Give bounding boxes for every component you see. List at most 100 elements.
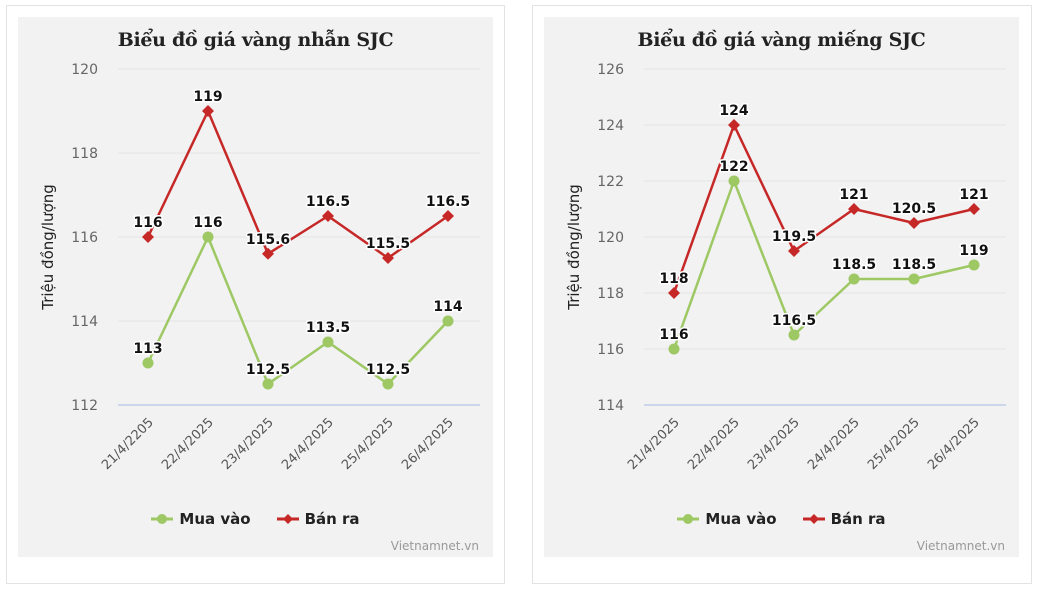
chart-legend: Mua vào Bán ra (18, 510, 493, 528)
data-point (142, 231, 154, 243)
data-point (668, 343, 680, 355)
data-point (908, 273, 920, 285)
x-tick-label: 22/4/2025 (159, 415, 217, 473)
chart-panel: Biểu đồ giá vàng miếng SJC 114 116 118 120 1… (544, 17, 1019, 557)
data-point (908, 217, 920, 229)
legend-diamond-marker-icon (276, 514, 299, 524)
x-tick-label: 24/4/2025 (805, 415, 863, 473)
data-label: 113.5 (306, 320, 350, 336)
data-label: 115.5 (366, 236, 410, 252)
legend-item-ban-ra[interactable]: Bán ra (276, 510, 360, 528)
x-tick-label: 24/4/2025 (279, 415, 337, 473)
data-point (788, 245, 800, 257)
chart-card-nhan-sjc: Biểu đồ giá vàng nhẫn SJC 112 114 116 118 12… (6, 5, 505, 584)
x-tick-label: 26/4/2025 (925, 415, 983, 473)
legend-diamond-marker-icon (802, 514, 825, 524)
y-tick-label: 122 (597, 174, 624, 190)
legend-item-mua-vao[interactable]: Mua vào (151, 510, 251, 528)
series-line-ban-ra (146, 109, 449, 260)
data-label: 124 (719, 103, 748, 119)
data-label: 116 (133, 215, 162, 231)
data-label: 116 (193, 215, 222, 231)
data-label: 120.5 (892, 201, 936, 217)
data-point (442, 210, 454, 222)
data-label: 114 (433, 299, 462, 315)
data-label: 116.5 (426, 194, 470, 210)
data-point (382, 252, 394, 264)
y-tick-label: 126 (597, 62, 624, 78)
x-tick-label: 21/4/2025 (625, 415, 683, 473)
y-tick-label: 120 (71, 62, 98, 78)
legend-item-mua-vao[interactable]: Mua vào (677, 510, 777, 528)
y-axis-label: Triệu đồng/lượng (565, 184, 583, 310)
x-tick-label: 23/4/2025 (745, 415, 803, 473)
data-label: 112.5 (246, 362, 290, 378)
y-axis-label: Triệu đồng/lượng (39, 184, 57, 310)
data-label: 121 (959, 187, 988, 203)
data-point (202, 231, 214, 243)
data-label: 119 (193, 89, 222, 105)
x-tick-label: 21/4/2205 (99, 415, 157, 473)
line-chart-nhan-sjc: 112 114 116 118 120 Triệu đồng/lượng 21/4/2205… (39, 62, 480, 473)
data-label: 118.5 (832, 257, 876, 273)
line-chart-mieng-sjc: 114 116 118 120 122 124 126 Triệu đồng/lượng 21/… (565, 62, 1006, 473)
chart-panel: Biểu đồ giá vàng nhẫn SJC 112 114 116 118 12… (18, 17, 493, 557)
y-tick-label: 124 (597, 118, 624, 134)
x-tick-label: 23/4/2025 (219, 415, 277, 473)
y-tick-label: 118 (71, 146, 98, 162)
legend-item-ban-ra[interactable]: Bán ra (802, 510, 886, 528)
chart-title: Biểu đồ giá vàng miếng SJC (637, 29, 926, 51)
chart-title: Biểu đồ giá vàng nhẫn SJC (117, 29, 394, 51)
x-tick-label: 22/4/2025 (685, 415, 743, 473)
chart-legend: Mua vào Bán ra (544, 510, 1019, 528)
y-tick-label: 114 (597, 398, 624, 414)
data-label: 119 (959, 243, 988, 259)
data-label: 122 (719, 159, 748, 175)
data-point (382, 378, 394, 390)
y-tick-label: 112 (71, 398, 98, 414)
data-point (848, 203, 860, 215)
data-point (322, 210, 334, 222)
y-tick-label: 116 (597, 342, 624, 358)
y-tick-label: 118 (597, 286, 624, 302)
y-tick-label: 120 (597, 230, 624, 246)
chart-credit: Vietnamnet.vn (390, 539, 479, 553)
data-label: 121 (839, 187, 868, 203)
data-point (262, 378, 274, 390)
data-point (788, 329, 800, 341)
series-line-mua-vao (672, 179, 975, 350)
legend-circle-marker-icon (151, 514, 174, 524)
data-point (728, 119, 740, 131)
data-label: 115.6 (246, 232, 290, 248)
data-label: 119.5 (772, 229, 816, 245)
data-label: 116.5 (772, 313, 816, 329)
data-label: 116.5 (306, 194, 350, 210)
series-line-ban-ra (672, 123, 975, 294)
data-label: 112.5 (366, 362, 410, 378)
legend-label: Bán ra (830, 510, 886, 528)
series-line-mua-vao (146, 235, 449, 386)
legend-circle-marker-icon (677, 514, 700, 524)
legend-label: Mua vào (705, 510, 777, 528)
legend-label: Mua vào (179, 510, 251, 528)
y-tick-label: 114 (71, 314, 98, 330)
data-point (262, 247, 274, 260)
data-label: 118 (659, 271, 688, 287)
data-label: 116 (659, 327, 688, 343)
data-point (202, 105, 214, 117)
x-tick-label: 26/4/2025 (399, 415, 457, 473)
x-tick-label: 25/4/2025 (865, 415, 923, 473)
legend-label: Bán ra (304, 510, 360, 528)
data-point (968, 203, 980, 215)
data-point (728, 175, 740, 187)
x-tick-label: 25/4/2025 (339, 415, 397, 473)
chart-credit: Vietnamnet.vn (916, 539, 1005, 553)
data-label: 118.5 (892, 257, 936, 273)
data-point (968, 259, 980, 271)
data-point (442, 315, 454, 327)
data-point (322, 336, 334, 348)
data-point (848, 273, 860, 285)
y-tick-label: 116 (71, 230, 98, 246)
chart-card-mieng-sjc: Biểu đồ giá vàng miếng SJC 114 116 118 120 1… (532, 5, 1032, 584)
data-point (668, 287, 680, 299)
